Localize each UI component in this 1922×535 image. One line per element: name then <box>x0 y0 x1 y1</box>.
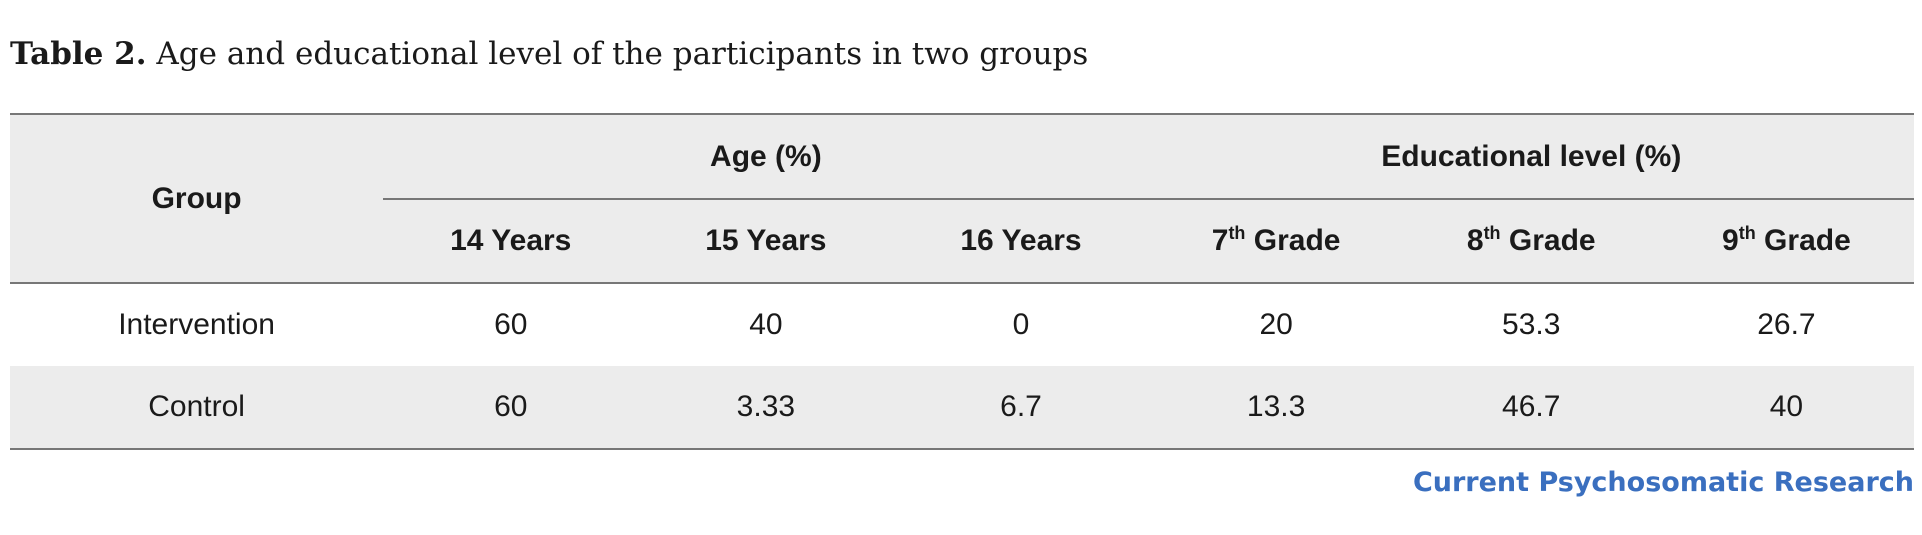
grade-rest: Grade <box>1500 224 1596 257</box>
row-value-cell: 40 <box>749 308 783 341</box>
row-value-cell: 60 <box>494 308 528 341</box>
table-caption-text: Age and educational level of the partici… <box>156 36 1089 72</box>
table-row-intervention: Intervention 60 40 0 20 53.3 26.7 <box>10 283 1914 366</box>
row-group-cell: Control <box>10 366 384 450</box>
table-caption: Table 2. Age and educational level of th… <box>10 36 1088 72</box>
grade-num: 8 <box>1466 224 1484 257</box>
row-value-cell: 13.3 <box>1148 366 1404 450</box>
grade-rest: Grade <box>1245 224 1341 257</box>
row-value-cell: 6.7 <box>893 366 1149 450</box>
table-caption-label: Table 2. <box>10 36 147 72</box>
row-value-cell: 60 <box>383 366 639 450</box>
educational-level-header: Educational level (%) <box>1148 113 1914 200</box>
age-col-14: 14 Years <box>383 199 639 284</box>
age-col-16: 16 Years <box>893 199 1149 284</box>
row-value-cell: 53.3 <box>1502 308 1561 341</box>
grade-sup: th <box>1738 223 1756 243</box>
row-value-cell: 40 <box>1658 366 1914 450</box>
grade-rest: Grade <box>1755 224 1851 257</box>
row-value-cell: 20 <box>1259 308 1293 341</box>
row-value-cell: 26.7 <box>1757 308 1816 341</box>
grade-col-7: 7th Grade <box>1148 199 1404 284</box>
grade-sup: th <box>1228 223 1246 243</box>
age-header: Age (%) <box>383 113 1149 200</box>
table-row-control: Control 60 3.33 6.7 13.3 46.7 40 <box>10 366 1914 450</box>
grade-col-8: 8th Grade <box>1403 199 1659 284</box>
age-col-15: 15 Years <box>638 199 894 284</box>
group-column-header: Group <box>10 113 384 284</box>
header-row-sub: 14 Years 15 Years 16 Years 7th Grade 8th… <box>10 199 1914 284</box>
row-value-cell: 0 <box>1012 308 1030 341</box>
grade-sup: th <box>1483 223 1501 243</box>
header-row-top: Group Age (%) Educational level (%) <box>10 113 1914 284</box>
data-table: Group Age (%) Educational level (%) 14 Y… <box>10 113 1914 450</box>
row-group-cell: Intervention <box>118 308 275 341</box>
row-value-cell: 46.7 <box>1403 366 1659 450</box>
journal-name: Current Psychosomatic Research <box>1412 467 1914 498</box>
grade-col-9: 9th Grade <box>1658 199 1914 284</box>
grade-num: 7 <box>1211 224 1229 257</box>
row-value-cell: 3.33 <box>638 366 894 450</box>
grade-num: 9 <box>1722 224 1739 257</box>
